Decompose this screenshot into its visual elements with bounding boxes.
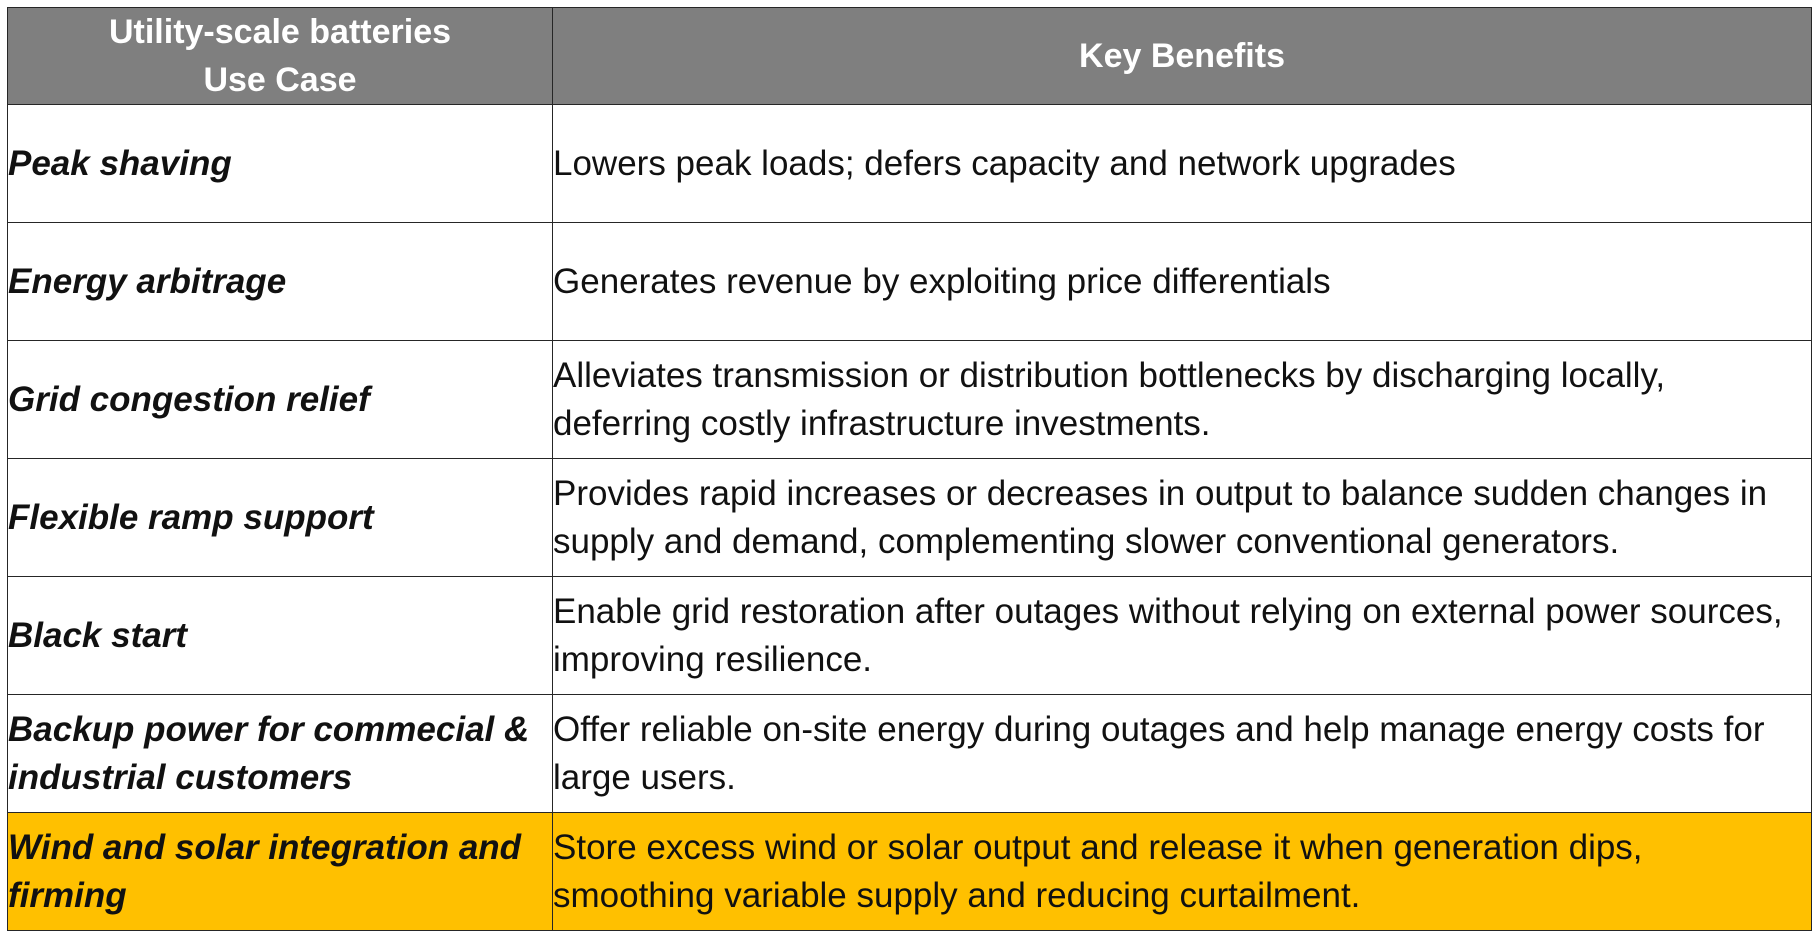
benefit-cell: Generates revenue by exploiting price di… (552, 222, 1812, 341)
header-use-case: Utility-scale batteries Use Case (7, 7, 553, 105)
use-case-cell: Flexible ramp support (7, 458, 553, 577)
benefit-cell: Alleviates transmission or distribution … (552, 340, 1812, 459)
benefit-cell: Provides rapid increases or decreases in… (552, 458, 1812, 577)
benefit-cell: Enable grid restoration after outages wi… (552, 576, 1812, 695)
table-row: Flexible ramp support Provides rapid inc… (7, 458, 1812, 577)
header-use-case-line2: Use Case (203, 61, 357, 99)
table-row-highlighted: Wind and solar integration and firming S… (7, 812, 1812, 931)
use-case-cell: Backup power for commecial & industrial … (7, 694, 553, 813)
header-key-benefits: Key Benefits (552, 7, 1812, 105)
use-case-cell: Grid congestion relief (7, 340, 553, 459)
table-row: Energy arbitrage Generates revenue by ex… (7, 222, 1812, 341)
table-row: Black start Enable grid restoration afte… (7, 576, 1812, 695)
benefit-cell: Store excess wind or solar output and re… (552, 812, 1812, 931)
table-row: Grid congestion relief Alleviates transm… (7, 340, 1812, 459)
use-case-cell: Black start (7, 576, 553, 695)
table-row: Backup power for commecial & industrial … (7, 694, 1812, 813)
benefit-cell: Lowers peak loads; defers capacity and n… (552, 104, 1812, 223)
use-case-cell: Wind and solar integration and firming (7, 812, 553, 931)
table-header: Utility-scale batteries Use Case Key Ben… (7, 7, 1812, 105)
use-case-cell: Peak shaving (7, 104, 553, 223)
header-row: Utility-scale batteries Use Case Key Ben… (7, 7, 1812, 105)
table-row: Peak shaving Lowers peak loads; defers c… (7, 104, 1812, 223)
use-case-table: Utility-scale batteries Use Case Key Ben… (7, 7, 1812, 931)
use-case-cell: Energy arbitrage (7, 222, 553, 341)
table-body: Peak shaving Lowers peak loads; defers c… (7, 104, 1812, 931)
benefit-cell: Offer reliable on-site energy during out… (552, 694, 1812, 813)
header-use-case-line1: Utility-scale batteries (108, 13, 452, 51)
